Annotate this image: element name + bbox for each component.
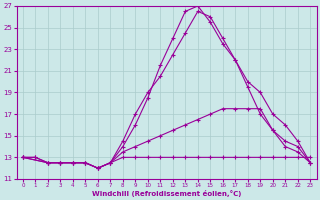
X-axis label: Windchill (Refroidissement éolien,°C): Windchill (Refroidissement éolien,°C) [92, 190, 241, 197]
